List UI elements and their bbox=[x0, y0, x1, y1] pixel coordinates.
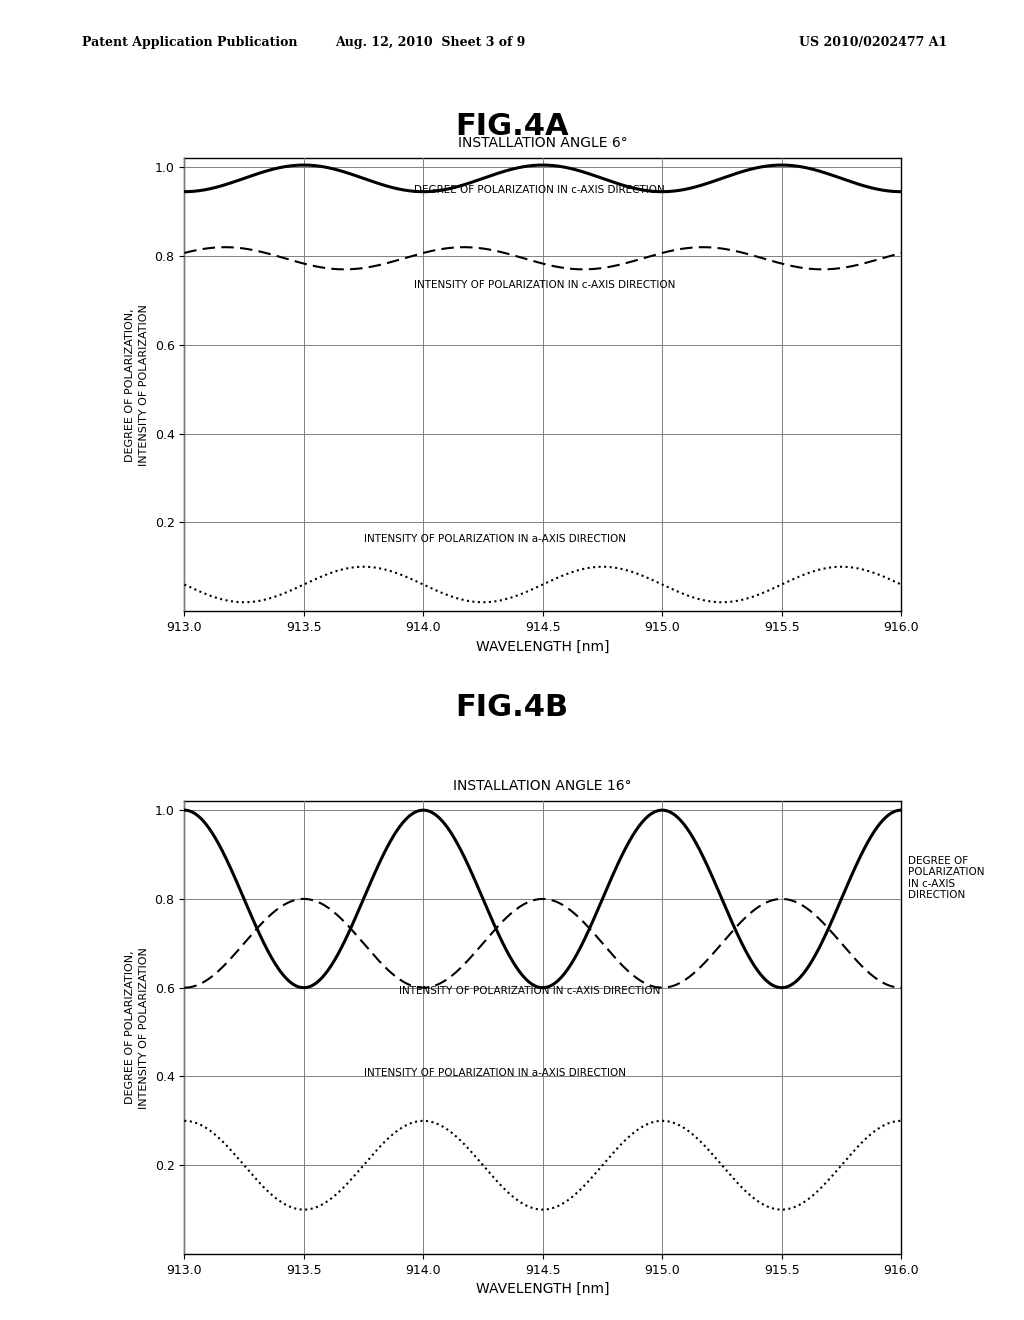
Y-axis label: DEGREE OF POLARIZATION,
INTENSITY OF POLARIZATION: DEGREE OF POLARIZATION, INTENSITY OF POL… bbox=[125, 946, 150, 1109]
X-axis label: WAVELENGTH [nm]: WAVELENGTH [nm] bbox=[476, 1282, 609, 1296]
Y-axis label: DEGREE OF POLARIZATION,
INTENSITY OF POLARIZATION: DEGREE OF POLARIZATION, INTENSITY OF POL… bbox=[125, 304, 150, 466]
Text: DEGREE OF
POLARIZATION
IN c-AXIS
DIRECTION: DEGREE OF POLARIZATION IN c-AXIS DIRECTI… bbox=[908, 855, 985, 900]
Text: FIG.4A: FIG.4A bbox=[456, 112, 568, 141]
Title: INSTALLATION ANGLE 16°: INSTALLATION ANGLE 16° bbox=[454, 779, 632, 793]
Text: Aug. 12, 2010  Sheet 3 of 9: Aug. 12, 2010 Sheet 3 of 9 bbox=[335, 36, 525, 49]
Title: INSTALLATION ANGLE 6°: INSTALLATION ANGLE 6° bbox=[458, 136, 628, 150]
Text: DEGREE OF POLARIZATION IN c-AXIS DIRECTION: DEGREE OF POLARIZATION IN c-AXIS DIRECTI… bbox=[414, 185, 665, 195]
Text: FIG.4B: FIG.4B bbox=[456, 693, 568, 722]
Text: INTENSITY OF POLARIZATION IN a-AXIS DIRECTION: INTENSITY OF POLARIZATION IN a-AXIS DIRE… bbox=[364, 533, 626, 544]
Text: Patent Application Publication: Patent Application Publication bbox=[82, 36, 297, 49]
X-axis label: WAVELENGTH [nm]: WAVELENGTH [nm] bbox=[476, 639, 609, 653]
Text: INTENSITY OF POLARIZATION IN c-AXIS DIRECTION: INTENSITY OF POLARIZATION IN c-AXIS DIRE… bbox=[414, 280, 675, 290]
Text: INTENSITY OF POLARIZATION IN a-AXIS DIRECTION: INTENSITY OF POLARIZATION IN a-AXIS DIRE… bbox=[364, 1068, 626, 1078]
Text: US 2010/0202477 A1: US 2010/0202477 A1 bbox=[799, 36, 947, 49]
Text: INTENSITY OF POLARIZATION IN c-AXIS DIRECTION: INTENSITY OF POLARIZATION IN c-AXIS DIRE… bbox=[399, 986, 660, 997]
